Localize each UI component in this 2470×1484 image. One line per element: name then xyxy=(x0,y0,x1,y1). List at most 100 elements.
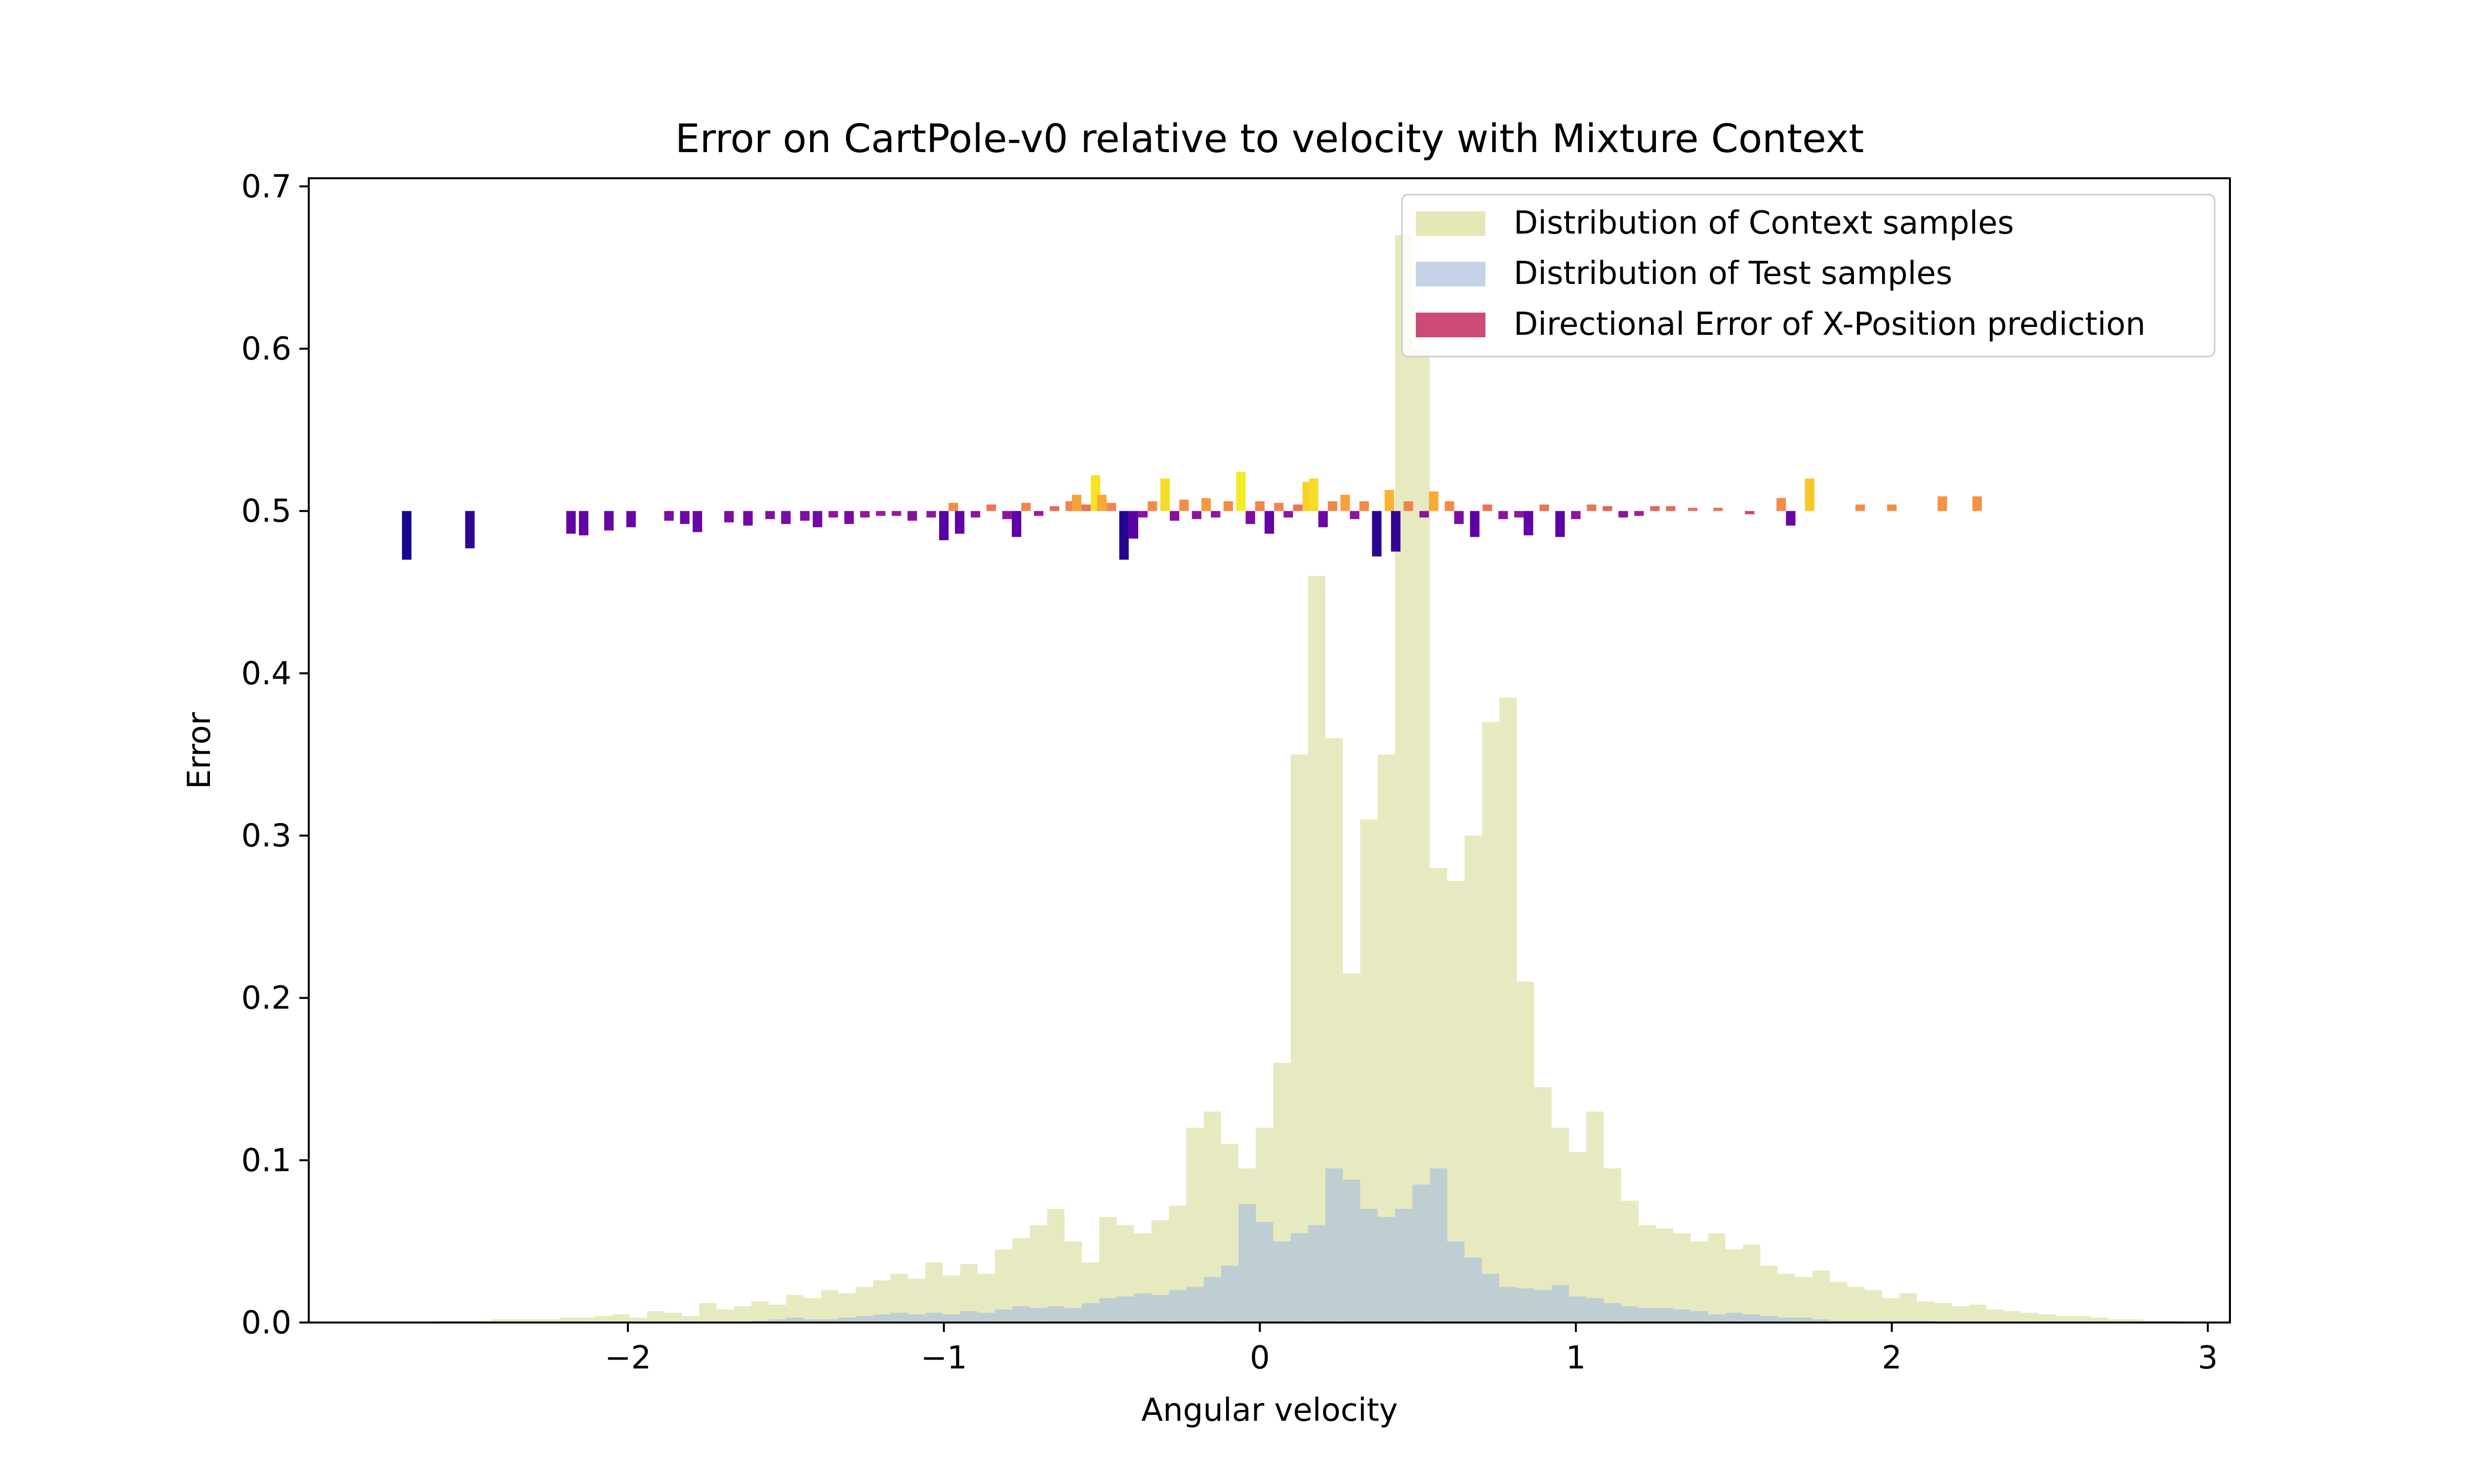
error-bar xyxy=(1264,511,1275,534)
error-bar xyxy=(1170,511,1180,521)
test-hist-bar xyxy=(1760,1316,1778,1323)
context-hist-bar xyxy=(1777,1274,1795,1323)
test-hist-bar xyxy=(1690,1311,1708,1323)
error-bar xyxy=(1309,479,1318,511)
error-bar xyxy=(1482,504,1492,511)
error-bar xyxy=(1223,501,1233,511)
context-hist-bar xyxy=(1308,576,1326,1323)
legend-label-test: Distribution of Test samples xyxy=(1514,255,1952,292)
error-bar xyxy=(844,511,854,524)
context-hist-bar xyxy=(1517,981,1534,1323)
context-hist-bar xyxy=(1760,1265,1778,1323)
error-bar xyxy=(1454,511,1464,524)
context-hist-bar xyxy=(1569,1152,1587,1323)
error-bar xyxy=(1340,494,1350,511)
error-bar xyxy=(1429,491,1439,511)
test-hist-bar xyxy=(838,1318,856,1323)
context-hist-bar xyxy=(525,1319,543,1323)
test-hist-bar xyxy=(1395,1208,1413,1323)
context-hist-bar xyxy=(1673,1233,1691,1323)
y-tick-label: 0.1 xyxy=(241,1142,291,1179)
error-bar xyxy=(1119,511,1129,560)
error-bar xyxy=(1160,479,1170,511)
context-hist-bar xyxy=(821,1290,839,1323)
context-hist-bar xyxy=(542,1319,560,1323)
x-axis-label: Angular velocity xyxy=(1141,1392,1398,1429)
test-hist-bar xyxy=(1151,1295,1169,1323)
error-bar xyxy=(1071,494,1081,511)
test-hist-bar xyxy=(1743,1314,1761,1323)
context-hist-bar xyxy=(595,1316,613,1323)
context-hist-bar xyxy=(1290,754,1308,1323)
error-bar xyxy=(1555,511,1565,537)
error-bar xyxy=(1372,511,1382,557)
test-hist-bar xyxy=(1795,1318,1812,1323)
error-bar xyxy=(1571,511,1581,520)
x-tick-label: 0 xyxy=(1250,1340,1270,1376)
context-hist-bar xyxy=(2004,1311,2021,1323)
test-hist-bar xyxy=(1377,1217,1395,1323)
context-hist-bar xyxy=(508,1319,526,1323)
context-hist-bar xyxy=(1586,1111,1604,1323)
x-tick-label: 3 xyxy=(2198,1340,2218,1376)
test-histogram xyxy=(751,1168,1935,1323)
error-bar xyxy=(1587,504,1597,511)
test-hist-bar xyxy=(821,1319,839,1323)
context-hist-bar xyxy=(1621,1201,1639,1323)
context-hist-bar xyxy=(1690,1241,1708,1323)
context-hist-bar xyxy=(2056,1316,2074,1323)
error-bar xyxy=(1002,511,1012,520)
error-bar xyxy=(926,511,936,518)
test-hist-bar xyxy=(1777,1318,1795,1323)
test-hist-bar xyxy=(803,1319,821,1323)
y-axis-label: Error xyxy=(181,712,218,789)
error-bar xyxy=(1021,503,1031,511)
test-hist-bar xyxy=(907,1314,926,1323)
legend: Distribution of Context samples Distribu… xyxy=(1401,194,2216,358)
error-bar xyxy=(765,511,775,520)
legend-frame xyxy=(1401,194,2216,358)
test-hist-bar xyxy=(1273,1241,1291,1323)
error-bar xyxy=(1245,511,1255,524)
legend-swatch-test xyxy=(1416,262,1485,286)
error-bar xyxy=(465,511,475,549)
y-tick-label: 0.4 xyxy=(241,655,291,692)
error-bar xyxy=(1470,511,1480,537)
context-hist-bar xyxy=(1604,1168,1621,1323)
context-hist-bar xyxy=(1986,1309,2004,1323)
context-hist-bar xyxy=(1847,1286,1865,1323)
error-bar xyxy=(724,511,734,522)
error-bar xyxy=(664,511,674,521)
context-hist-bar xyxy=(1482,722,1500,1323)
error-bar xyxy=(1384,490,1395,511)
error-bar xyxy=(907,511,917,521)
error-bar xyxy=(1972,496,1982,511)
error-bar xyxy=(1107,503,1116,511)
context-hist-bar xyxy=(577,1318,595,1323)
context-hist-bar xyxy=(1029,1225,1047,1323)
x-tick-label: −2 xyxy=(605,1340,651,1376)
error-bar xyxy=(1650,506,1660,511)
error-bar xyxy=(1539,504,1549,511)
context-hist-bar xyxy=(734,1306,752,1323)
test-hist-bar xyxy=(1047,1306,1065,1323)
context-hist-bar xyxy=(699,1303,717,1323)
error-bar xyxy=(1097,494,1107,511)
error-bar xyxy=(693,511,702,532)
context-hist-bar xyxy=(1412,349,1430,1323)
context-hist-bar xyxy=(1743,1244,1761,1323)
context-hist-bar xyxy=(1899,1293,1917,1323)
context-hist-bar xyxy=(1864,1290,1882,1323)
error-bar xyxy=(680,511,690,524)
error-bar xyxy=(1688,508,1698,511)
test-hist-bar xyxy=(1725,1313,1743,1323)
test-hist-bar xyxy=(1238,1204,1256,1323)
error-bar xyxy=(1201,498,1211,511)
chart-title: Error on CartPole-v0 relative to velocit… xyxy=(675,116,1864,161)
legend-label-context: Distribution of Context samples xyxy=(1514,205,2014,241)
test-hist-bar xyxy=(925,1313,943,1323)
error-bar xyxy=(1012,511,1022,537)
test-hist-bar xyxy=(1360,1208,1378,1323)
test-hist-bar xyxy=(1012,1306,1030,1323)
